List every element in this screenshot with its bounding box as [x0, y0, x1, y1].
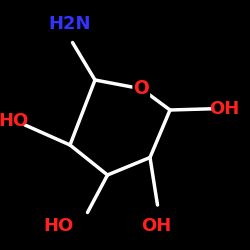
Text: OH: OH [208, 100, 239, 118]
Text: H2N: H2N [49, 15, 91, 33]
Text: OH: OH [141, 217, 172, 235]
Text: HO: HO [44, 217, 74, 235]
Text: HO: HO [0, 112, 29, 130]
Text: O: O [133, 79, 149, 98]
